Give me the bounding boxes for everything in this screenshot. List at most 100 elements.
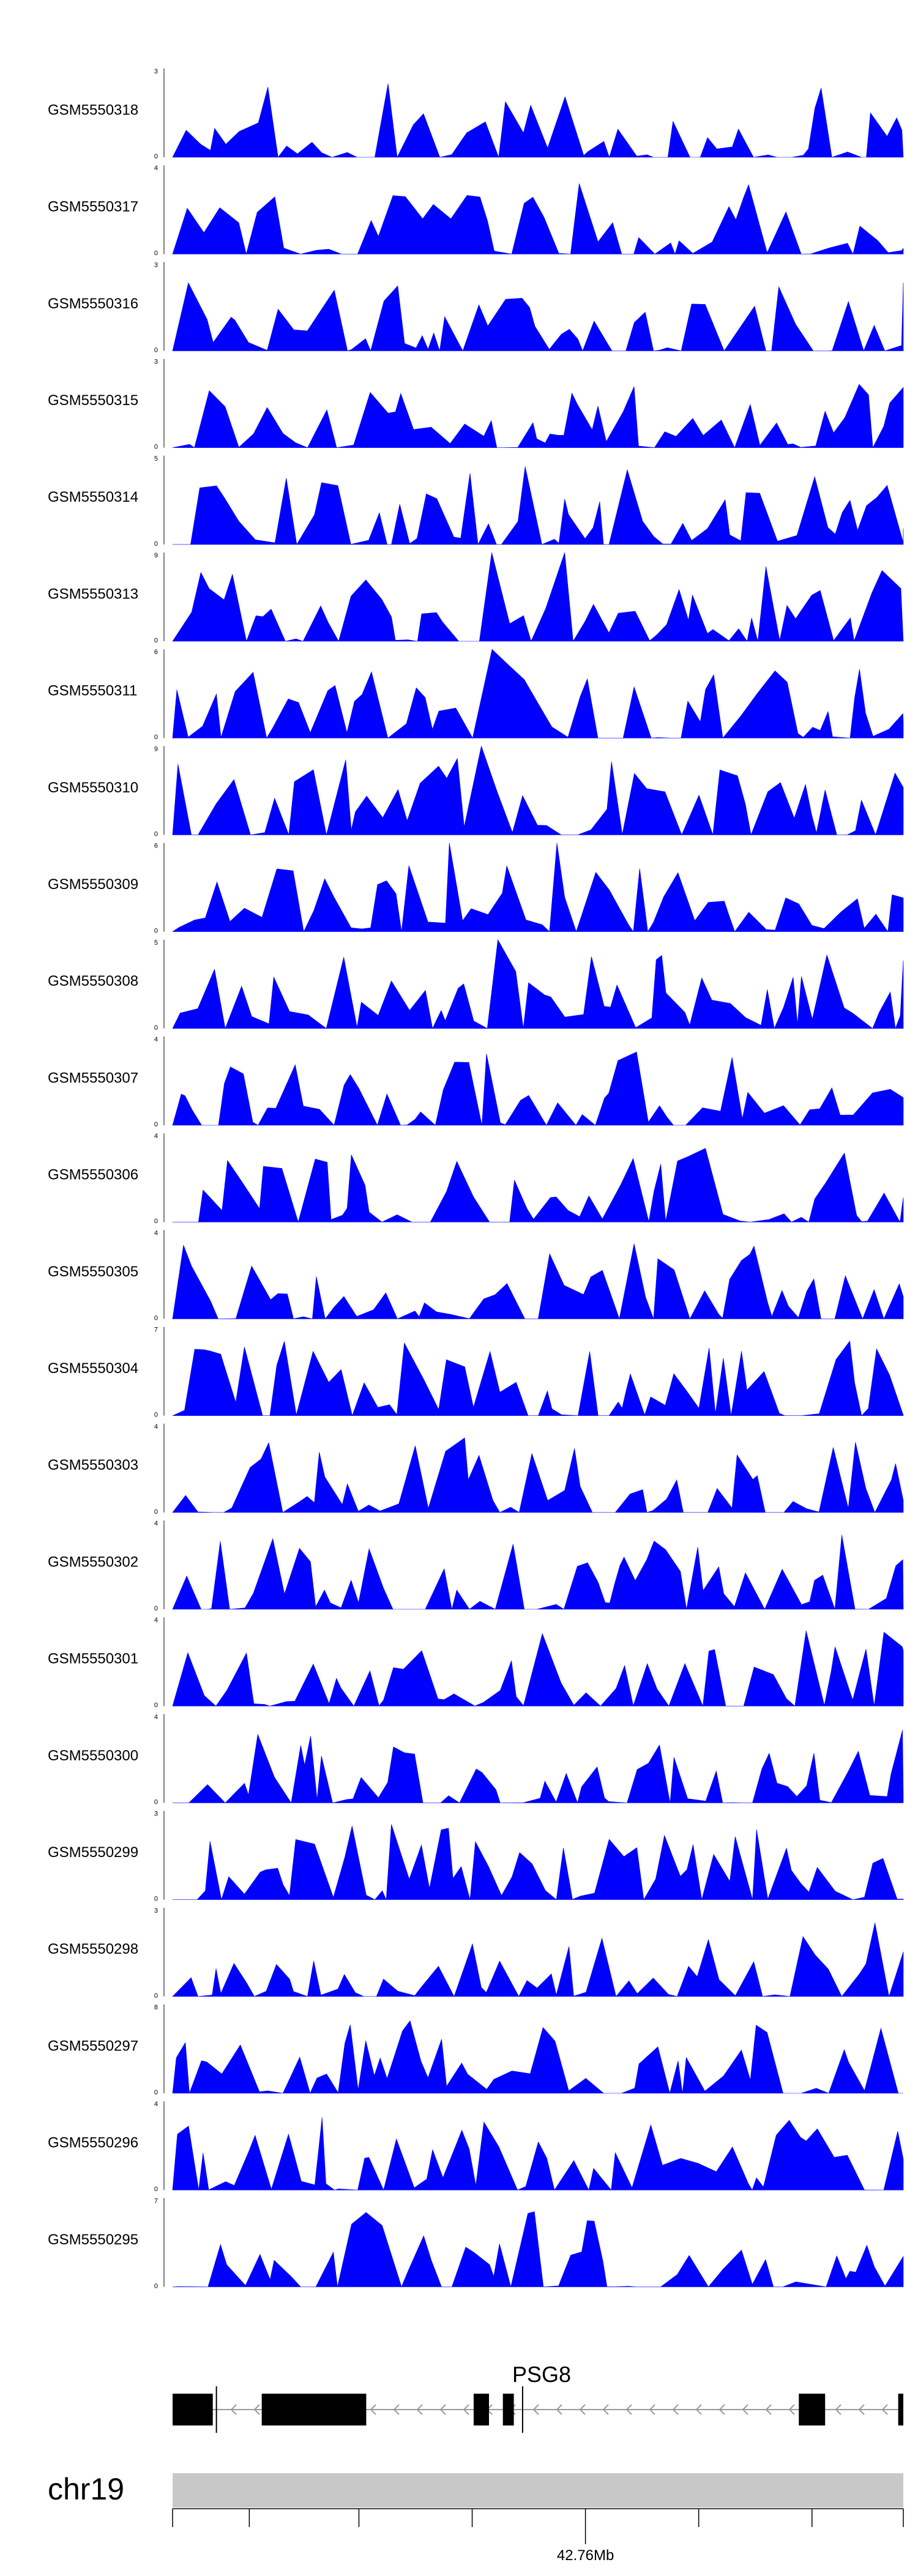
exon bbox=[261, 2394, 367, 2425]
coverage-area bbox=[172, 1730, 904, 1804]
coverage-area bbox=[172, 939, 904, 1029]
y-min-label: 0 bbox=[154, 540, 158, 548]
y-min-label: 0 bbox=[154, 637, 158, 644]
strand-arrow bbox=[695, 2404, 702, 2415]
y-max-label: 4 bbox=[154, 1423, 158, 1431]
track-GSM5550301: GSM5550301 4 0 bbox=[48, 1617, 904, 1709]
y-min-label: 0 bbox=[154, 1218, 158, 1225]
x-axis-tick-label: 42.76Mb bbox=[557, 2547, 614, 2564]
strand-arrow bbox=[625, 2404, 632, 2415]
coverage-area bbox=[172, 2020, 903, 2094]
y-min-label: 0 bbox=[154, 1605, 158, 1612]
track-GSM5550307: GSM5550307 4 0 bbox=[48, 1036, 904, 1128]
y-max-label: 3 bbox=[154, 261, 158, 269]
track-GSM5550305: GSM5550305 4 0 bbox=[48, 1229, 904, 1322]
y-max-label: 9 bbox=[154, 552, 158, 559]
coverage-area bbox=[172, 552, 904, 642]
y-max-label: 4 bbox=[154, 1520, 158, 1527]
coverage-area bbox=[172, 1923, 904, 1997]
track-label: GSM5550308 bbox=[48, 973, 138, 989]
y-min-label: 0 bbox=[154, 2282, 158, 2290]
track-GSM5550309: GSM5550309 6 0 bbox=[48, 843, 904, 935]
strand-arrow bbox=[835, 2404, 842, 2415]
exon bbox=[898, 2394, 903, 2425]
y-min-label: 0 bbox=[154, 1896, 158, 1903]
track-GSM5550303: GSM5550303 4 0 bbox=[48, 1423, 904, 1516]
track-GSM5550299: GSM5550299 3 0 bbox=[48, 1811, 904, 1903]
strand-arrow bbox=[230, 2404, 237, 2415]
track-GSM5550318: GSM5550318 3 0 bbox=[48, 68, 904, 160]
exon bbox=[799, 2394, 826, 2425]
coverage-area bbox=[173, 466, 904, 545]
coverage-area bbox=[172, 2117, 904, 2191]
track-GSM5550297: GSM5550297 8 0 bbox=[48, 2004, 903, 2096]
coverage-area bbox=[173, 1824, 904, 1900]
coverage-area bbox=[172, 1340, 904, 1416]
track-GSM5550295: GSM5550295 7 0 bbox=[48, 2197, 904, 2290]
gene-name-label: PSG8 bbox=[512, 2362, 571, 2387]
y-min-label: 0 bbox=[154, 346, 158, 354]
track-GSM5550310: GSM5550310 9 0 bbox=[48, 745, 904, 838]
exon bbox=[502, 2394, 514, 2425]
track-GSM5550313: GSM5550313 9 0 bbox=[48, 552, 904, 644]
y-max-label: 4 bbox=[154, 165, 158, 172]
y-max-label: 4 bbox=[154, 1713, 158, 1721]
gene-track: PSG8 bbox=[173, 2362, 903, 2433]
strand-arrow bbox=[765, 2404, 772, 2415]
y-max-label: 6 bbox=[154, 649, 158, 656]
track-label: GSM5550311 bbox=[48, 683, 137, 699]
track-GSM5550315: GSM5550315 3 0 bbox=[48, 359, 904, 451]
y-min-label: 0 bbox=[154, 1702, 158, 1709]
coverage-area bbox=[172, 282, 904, 352]
track-label: GSM5550298 bbox=[48, 1941, 138, 1957]
y-max-label: 9 bbox=[154, 745, 158, 753]
track-GSM5550304: GSM5550304 7 0 bbox=[48, 1327, 904, 1419]
strand-arrow bbox=[881, 2404, 888, 2415]
coverage-area bbox=[173, 1148, 904, 1223]
strand-arrow bbox=[858, 2404, 865, 2415]
track-label: GSM5550297 bbox=[48, 2038, 138, 2054]
y-max-label: 4 bbox=[154, 1229, 158, 1237]
strand-arrow bbox=[532, 2404, 539, 2415]
y-max-label: 4 bbox=[154, 1617, 158, 1624]
coverage-area bbox=[172, 2211, 904, 2288]
y-max-label: 8 bbox=[154, 2004, 158, 2011]
y-min-label: 0 bbox=[154, 830, 158, 838]
track-GSM5550298: GSM5550298 3 0 bbox=[48, 1907, 904, 2000]
y-min-label: 0 bbox=[154, 1412, 158, 1419]
track-label: GSM5550313 bbox=[48, 586, 138, 602]
chromosome-label: chr19 bbox=[48, 2472, 124, 2506]
coverage-area bbox=[172, 83, 904, 158]
strand-arrow bbox=[463, 2404, 469, 2415]
coverage-area bbox=[172, 1631, 904, 1707]
track-label: GSM5550317 bbox=[48, 199, 138, 215]
y-min-label: 0 bbox=[154, 1121, 158, 1128]
track-label: GSM5550301 bbox=[48, 1651, 138, 1667]
track-label: GSM5550295 bbox=[48, 2232, 138, 2248]
strand-arrow bbox=[253, 2404, 260, 2415]
y-min-label: 0 bbox=[154, 2186, 158, 2193]
strand-arrow bbox=[718, 2404, 725, 2415]
track-label: GSM5550303 bbox=[48, 1457, 138, 1473]
track-GSM5550302: GSM5550302 4 0 bbox=[48, 1520, 904, 1612]
strand-arrow bbox=[649, 2404, 655, 2415]
track-label: GSM5550299 bbox=[48, 1844, 138, 1861]
y-max-label: 4 bbox=[154, 2101, 158, 2108]
y-min-label: 0 bbox=[154, 1314, 158, 1322]
y-max-label: 3 bbox=[154, 68, 158, 75]
y-min-label: 0 bbox=[154, 1798, 158, 1806]
y-max-label: 3 bbox=[154, 1811, 158, 1818]
track-GSM5550317: GSM5550317 4 0 bbox=[48, 165, 904, 257]
track-label: GSM5550300 bbox=[48, 1748, 138, 1764]
track-label: GSM5550315 bbox=[48, 392, 138, 409]
track-label: GSM5550310 bbox=[48, 780, 138, 796]
y-min-label: 0 bbox=[154, 1992, 158, 2000]
y-max-label: 3 bbox=[154, 1907, 158, 1915]
track-label: GSM5550314 bbox=[48, 489, 138, 505]
strand-arrow bbox=[742, 2404, 748, 2415]
strand-arrow bbox=[602, 2404, 609, 2415]
y-max-label: 3 bbox=[154, 359, 158, 366]
track-GSM5550308: GSM5550308 5 0 bbox=[48, 939, 904, 1032]
y-min-label: 0 bbox=[154, 444, 158, 451]
